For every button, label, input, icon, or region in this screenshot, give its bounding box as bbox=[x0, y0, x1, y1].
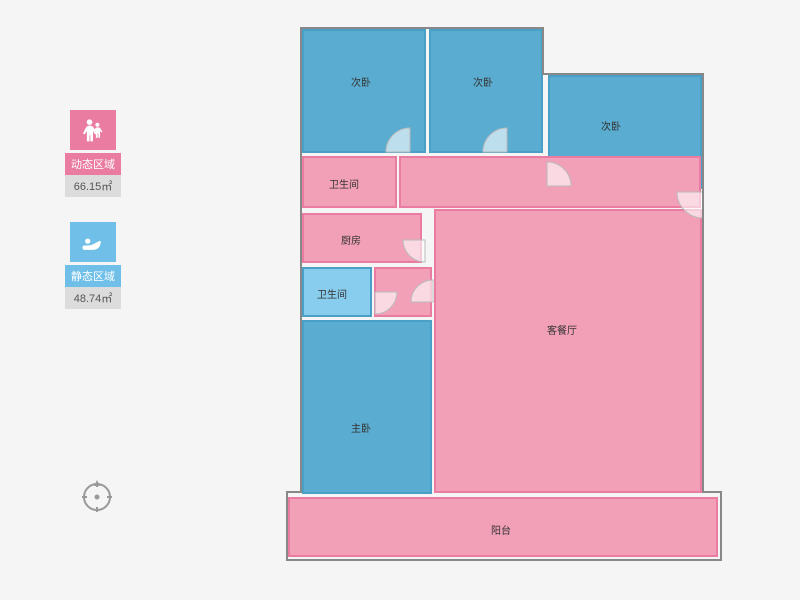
sleep-icon bbox=[70, 222, 116, 262]
legend-static-label: 静态区域 bbox=[65, 265, 121, 287]
room-bedroom2b bbox=[430, 30, 542, 152]
legend: 动态区域 66.15㎡ 静态区域 48.74㎡ bbox=[65, 110, 121, 334]
room-label-bedroom2b: 次卧 bbox=[473, 74, 493, 89]
legend-static-value: 48.74㎡ bbox=[65, 287, 121, 309]
legend-dynamic-value: 66.15㎡ bbox=[65, 175, 121, 197]
room-master bbox=[303, 321, 431, 493]
legend-static: 静态区域 48.74㎡ bbox=[65, 222, 121, 309]
room-label-bedroom2a: 次卧 bbox=[351, 74, 371, 89]
room-living bbox=[435, 210, 701, 492]
room-label-bedroom2c: 次卧 bbox=[601, 118, 621, 133]
room-label-kitchen: 厨房 bbox=[341, 232, 361, 247]
room-label-master: 主卧 bbox=[351, 420, 371, 435]
floorplan: 次卧次卧次卧卫生间厨房卫生间客餐厅主卧阳台 bbox=[285, 26, 725, 571]
legend-dynamic: 动态区域 66.15㎡ bbox=[65, 110, 121, 197]
room-kitchen bbox=[303, 214, 421, 262]
room-label-living: 客餐厅 bbox=[547, 322, 577, 337]
people-icon bbox=[70, 110, 116, 150]
room-label-bath1: 卫生间 bbox=[329, 176, 359, 191]
floorplan-svg bbox=[285, 26, 725, 571]
compass-icon bbox=[80, 480, 114, 519]
legend-dynamic-label: 动态区域 bbox=[65, 153, 121, 175]
room-label-bath2: 卫生间 bbox=[317, 286, 347, 301]
room-label-balcony: 阳台 bbox=[491, 522, 511, 537]
